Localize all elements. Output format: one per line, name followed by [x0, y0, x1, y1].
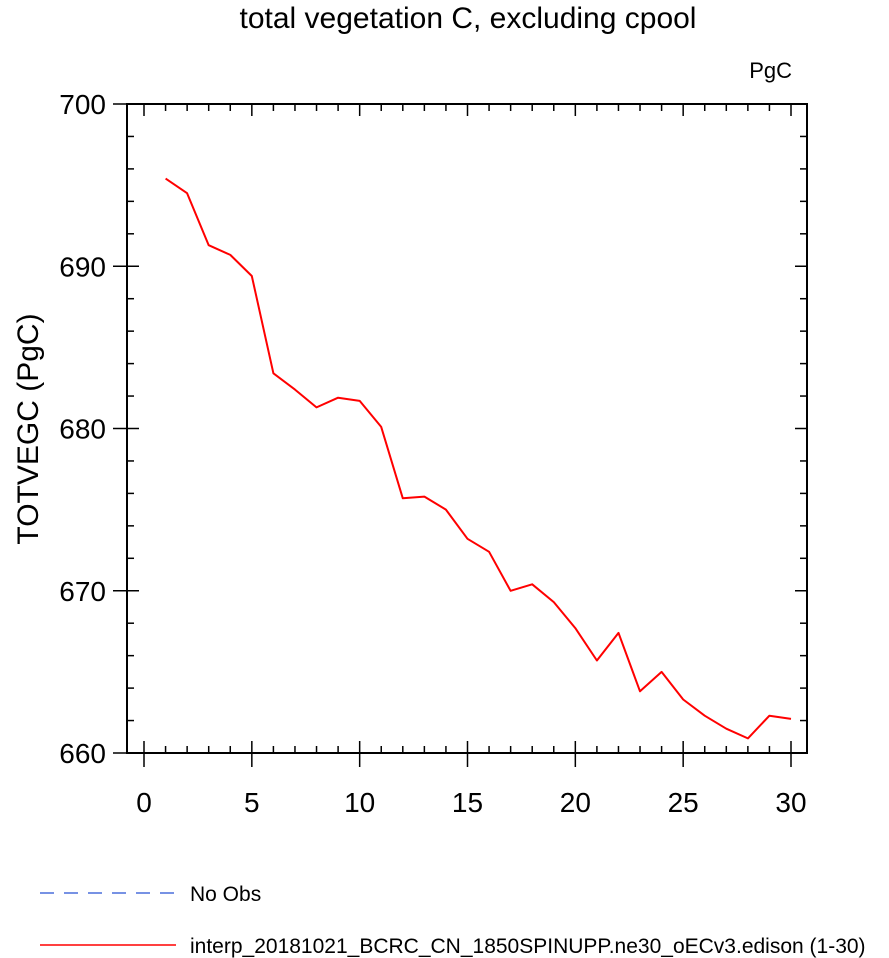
- series-line: [165, 177, 792, 740]
- series-layer: [165, 177, 792, 740]
- plot-frame: [126, 103, 808, 754]
- units-label: PgC: [749, 58, 792, 83]
- y-tick-label: 690: [59, 251, 106, 282]
- y-tick-label: 700: [59, 89, 106, 120]
- x-tick-label: 10: [344, 787, 375, 818]
- axis-ticks: [113, 103, 807, 767]
- x-tick-label: 30: [775, 787, 806, 818]
- x-tick-label: 20: [560, 787, 591, 818]
- y-axis-label: TOTVEGC (PgC): [12, 313, 45, 544]
- y-tick-label: 680: [59, 414, 106, 445]
- y-tick-label: 670: [59, 576, 106, 607]
- x-tick-label: 0: [136, 787, 152, 818]
- x-tick-label: 15: [452, 787, 483, 818]
- legend-label: interp_20181021_BCRC_CN_1850SPINUPP.ne30…: [190, 935, 866, 958]
- tick-labels: 0 5 10 15 20 25 30 660 670 680 690 700: [59, 89, 806, 818]
- x-tick-label: 25: [668, 787, 699, 818]
- legend: No Obs interp_20181021_BCRC_CN_1850SPINUP…: [40, 883, 866, 958]
- legend-label: No Obs: [190, 883, 261, 906]
- x-tick-label: 5: [244, 787, 260, 818]
- chart-title: total vegetation C, excluding cpool: [240, 2, 697, 35]
- y-tick-label: 660: [59, 738, 106, 769]
